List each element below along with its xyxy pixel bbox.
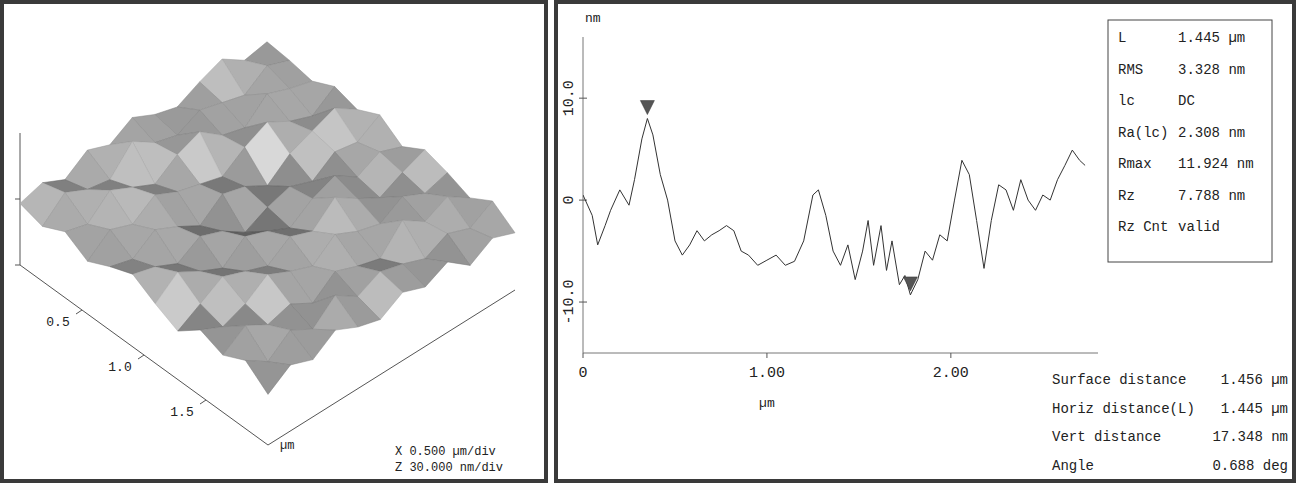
y-axis-title: nm [585,11,601,26]
z-tick [15,199,20,200]
x-tick-label: 2.00 [933,365,969,382]
surface-cell [313,197,358,234]
x-tick-label: 1.5 [170,405,193,420]
scale-label: X 0.500 µm/div [395,445,496,459]
measure-value: 1.445 µm [1221,401,1288,417]
surface-cell [155,155,200,192]
stat-label: Rz [1118,188,1135,204]
x-tick-label: 1.0 [108,360,131,375]
surface-panel: 0.5 1.0 1.5 µm X 0.500 µm/div Z 30.000 nm/div [15,42,515,475]
cursor-marker [640,101,654,115]
figure: 0.5 1.0 1.5 µm X 0.500 µm/div Z 30.000 nm/div… [0,0,1296,483]
stat-value: 1.445 µm [1178,30,1245,46]
stat-label: Rz Cnt [1118,219,1168,235]
x-tick [766,353,767,358]
cursor-marker [903,277,917,291]
measure-value: 17.348 nm [1212,429,1288,445]
y-tick-label: -10.0 [561,280,578,325]
surface-cell [43,193,88,232]
stats-frame [1108,20,1272,262]
surface-cell [380,197,425,224]
x-tick [583,353,584,358]
x-tick-label: 1.00 [749,365,785,382]
surface-cell [268,237,313,272]
stat-value: valid [1178,219,1220,235]
x-tick [200,400,206,404]
stats-box: L 1.445 µm RMS 3.328 nm lc DC Ra(lc) 2.308 nm Rm… [1108,20,1272,262]
measurements: Surface distance 1.456 µm Horiz distance(L… [1052,372,1288,474]
surface-cell [313,176,358,199]
stat-value: DC [1178,93,1195,109]
panel-frame [2,2,546,481]
measure-label: Vert distance [1052,429,1161,445]
x-axis-title: µm [759,396,775,411]
stat-value: 11.924 nm [1178,156,1254,172]
axis-line [268,290,515,445]
surface-cell [133,230,178,267]
x-tick-label: 0 [578,365,587,382]
surface-cell [223,326,268,362]
x-tick [76,310,82,314]
surface-cell [223,304,268,327]
profile-panel: 0 1.00 2.00 -10.0 0 10.0 nm µm L 1.445 µm RMS 3.328… [561,11,1288,474]
axis-line [20,265,268,445]
surface-cell [246,360,291,394]
stat-value: 2.308 nm [1178,125,1245,141]
panel-frame [556,2,1294,481]
surface-cell [178,304,223,331]
surface-cell [88,190,133,229]
y-tick [579,302,587,303]
surface-cell [110,118,155,145]
y-tick-label: 0 [561,196,578,205]
surface-cell [313,234,358,271]
x-axis-line [583,353,1098,354]
measure-label: Horiz distance(L) [1052,401,1195,417]
scale-label: Z 30.000 nm/div [395,461,503,475]
stat-label: RMS [1118,62,1143,78]
surface-cell [268,330,313,365]
profile-line [583,119,1085,295]
measure-label: Angle [1052,458,1094,474]
surface-cell [380,173,425,198]
measure-label: Surface distance [1052,372,1186,388]
x-tick [950,353,951,358]
x-tick [138,355,144,359]
surface-cell [380,220,425,264]
surface-cell [110,141,155,187]
stat-label: lc [1118,93,1135,109]
plot-data [583,101,1085,295]
surface-cell [267,154,312,187]
x-tick-label: 0.5 [46,315,69,330]
y-tick [579,98,587,99]
surface-cell [313,295,358,330]
stat-label: Ra(lc) [1118,125,1168,141]
surface [20,42,515,395]
surface-cell [200,194,245,232]
surface-cell [223,236,268,271]
stat-label: Rmax [1118,156,1152,172]
measure-value: 1.456 µm [1221,372,1288,388]
x-axis-title: µm [280,439,294,453]
stat-value: 3.328 nm [1178,62,1245,78]
stat-value: 7.788 nm [1178,188,1245,204]
surface-cell [88,230,133,267]
stat-label: L [1118,30,1126,46]
surface-cell [245,207,290,232]
z-tick [15,265,20,266]
y-tick-label: 10.0 [561,80,578,116]
surface-cell [133,195,178,230]
measure-value: 0.688 deg [1212,458,1288,474]
